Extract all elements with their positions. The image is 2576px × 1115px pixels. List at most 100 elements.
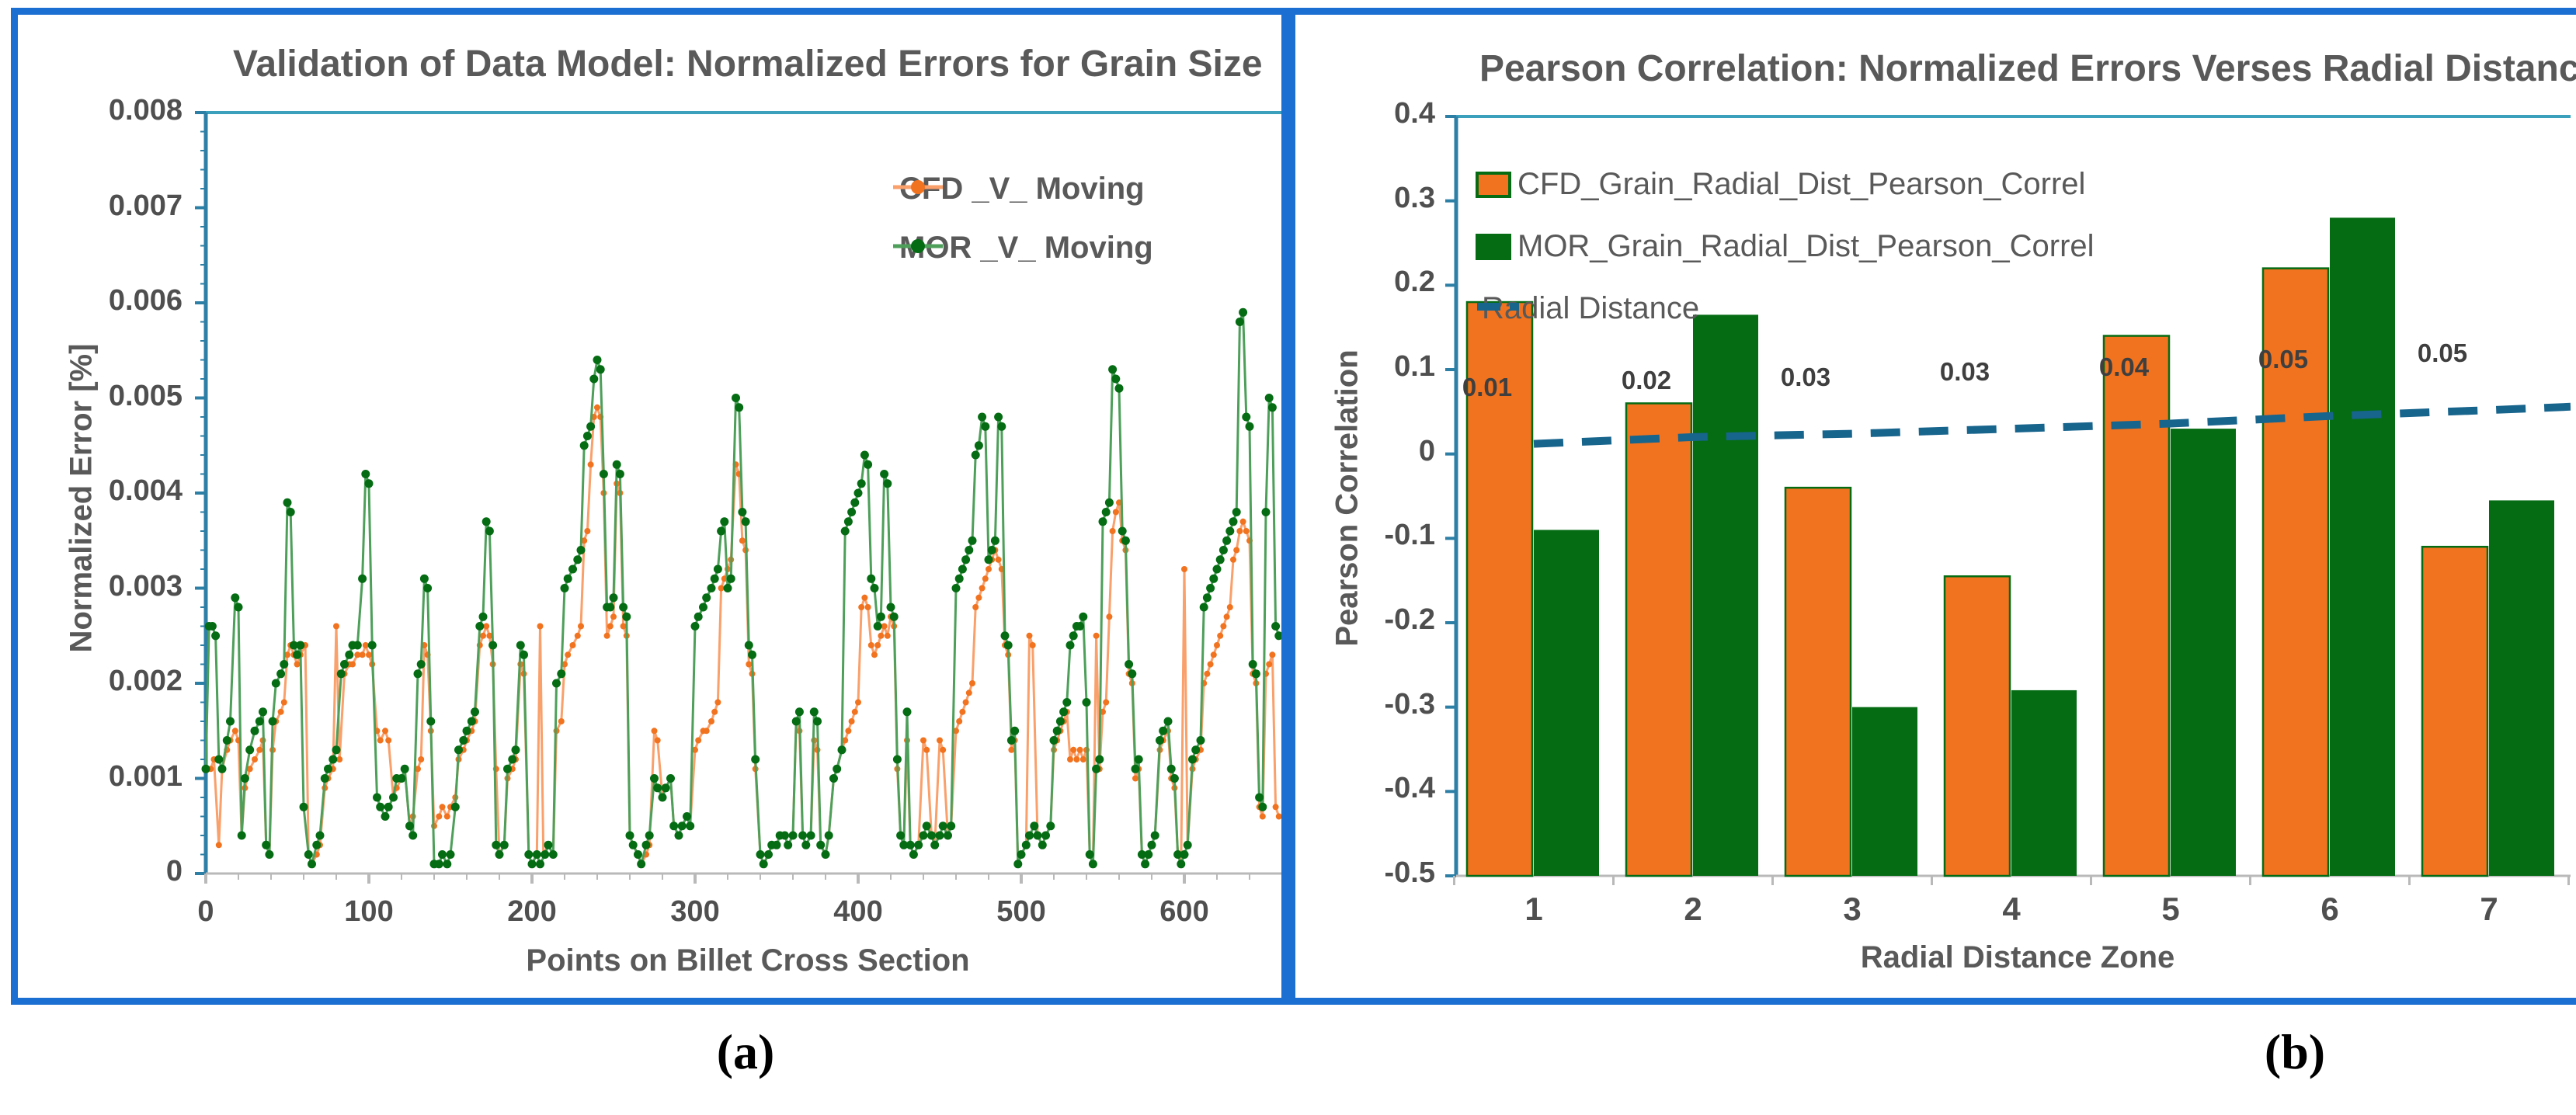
mor-data-point xyxy=(1088,860,1097,869)
left-x-tick-label: 0 xyxy=(197,895,214,928)
cfd-data-point xyxy=(1207,661,1214,668)
cfd-data-point xyxy=(1093,632,1100,639)
mor-data-point xyxy=(677,821,687,831)
mor-data-point xyxy=(361,470,370,478)
right-y-tick-label: 0.3 xyxy=(1394,181,1435,214)
mor-data-point xyxy=(1180,850,1189,859)
cfd-data-point xyxy=(1181,566,1187,572)
mor-data-point xyxy=(1191,745,1201,755)
right-y-tick-label: 0 xyxy=(1418,434,1435,467)
cfd-data-point xyxy=(1230,556,1236,563)
cfd-data-point xyxy=(864,604,871,610)
mor-data-point xyxy=(883,479,892,488)
mor-data-point xyxy=(586,422,596,431)
mor-data-point xyxy=(756,850,765,859)
mor-data-point xyxy=(237,831,246,840)
cfd-data-point xyxy=(377,737,384,744)
mor-data-point xyxy=(1242,412,1251,422)
right-y-tick-label: -0.2 xyxy=(1384,603,1435,636)
cfd-data-point xyxy=(231,728,238,735)
mor-data-point xyxy=(499,840,509,849)
mor-data-point xyxy=(1222,536,1232,545)
mor-bar xyxy=(2011,689,2077,876)
mor-data-point xyxy=(524,850,534,859)
mor-data-point xyxy=(1055,717,1065,726)
cfd-data-point xyxy=(1226,604,1233,610)
mor-data-point xyxy=(293,650,302,659)
mor-data-point xyxy=(935,831,944,840)
cfd-data-point xyxy=(842,737,849,744)
cfd-data-point xyxy=(1239,518,1246,525)
mor-data-point xyxy=(1021,840,1031,849)
mor-data-point xyxy=(532,850,541,859)
mor-data-point xyxy=(1245,422,1254,431)
mor-data-point xyxy=(520,650,528,659)
mor-data-point xyxy=(720,517,729,526)
mor-data-point xyxy=(857,479,866,488)
mor-data-point xyxy=(974,441,983,450)
cfd-data-point xyxy=(937,737,943,744)
cfd-data-point xyxy=(354,651,361,658)
mor-data-point xyxy=(1188,755,1197,764)
mor-data-point xyxy=(426,717,436,726)
mor-data-point xyxy=(919,831,928,840)
mor-data-point xyxy=(1066,641,1075,650)
mor-data-point xyxy=(615,470,624,478)
mor-bar xyxy=(2171,429,2236,876)
mor-data-point xyxy=(541,850,550,859)
mor-data-point xyxy=(1215,555,1225,564)
mor-data-point xyxy=(1196,736,1205,745)
mor-data-point xyxy=(1264,394,1274,402)
cfd-data-point xyxy=(284,651,290,658)
mor-data-point xyxy=(320,774,329,783)
mor-data-point xyxy=(922,821,931,831)
mor-data-point xyxy=(713,564,722,574)
panel-a-line-chart: Validation of Data Model: Normalized Err… xyxy=(11,8,1288,1005)
cfd-data-point xyxy=(1214,642,1220,648)
mor-bar-swatch-icon xyxy=(1476,233,1511,260)
mor-data-point xyxy=(1052,726,1062,735)
cfd-data-point xyxy=(1220,623,1227,630)
mor-data-point xyxy=(1218,546,1228,554)
mor-data-point xyxy=(1255,793,1264,802)
right-y-tick-label: -0.4 xyxy=(1384,772,1435,805)
cfd-data-point xyxy=(923,746,930,753)
cfd-data-point xyxy=(851,708,858,715)
mor-data-point xyxy=(1166,764,1176,773)
left-chart-title: Validation of Data Model: Normalized Err… xyxy=(233,43,1263,85)
radial-distance-value-label: 0.02 xyxy=(1621,365,1672,394)
panel-b-bar-chart: Pearson Correlation: Normalized Errors V… xyxy=(1288,8,2576,1005)
mor-data-point xyxy=(1251,669,1260,679)
mor-bar xyxy=(1693,314,1758,876)
mor-data-point xyxy=(1049,736,1059,745)
mor-data-point xyxy=(1267,403,1277,412)
cfd-data-point xyxy=(920,737,926,744)
mor-data-point xyxy=(304,850,313,859)
mor-data-point xyxy=(981,422,990,431)
cfd-data-point xyxy=(1210,651,1217,658)
mor-data-point xyxy=(557,669,566,679)
mor-data-point xyxy=(944,831,952,840)
cfd-data-point xyxy=(1008,746,1015,753)
cfd-data-point xyxy=(483,623,490,630)
mor-data-point xyxy=(384,802,393,811)
mor-data-point xyxy=(1225,526,1235,536)
mor-data-point xyxy=(259,707,267,717)
mor-line-marker-icon xyxy=(893,239,943,253)
mor-data-point xyxy=(707,584,716,592)
mor-data-point xyxy=(1069,631,1078,641)
cfd-data-point xyxy=(965,689,972,696)
cfd-data-point xyxy=(561,661,568,668)
mor-data-point xyxy=(443,860,452,869)
mor-bar xyxy=(1852,707,1917,876)
radial-distance-line xyxy=(1533,402,2571,448)
left-y-tick-label: 0.004 xyxy=(108,474,183,507)
mor-data-point xyxy=(690,622,700,630)
mor-data-point xyxy=(332,745,341,755)
cfd-data-point xyxy=(349,661,356,668)
cfd-data-point xyxy=(969,680,975,686)
mor-data-point xyxy=(589,374,599,384)
radial-distance-value-label: 0.05 xyxy=(2417,339,2468,368)
cfd-data-point xyxy=(581,537,588,544)
mor-data-point xyxy=(454,745,463,755)
